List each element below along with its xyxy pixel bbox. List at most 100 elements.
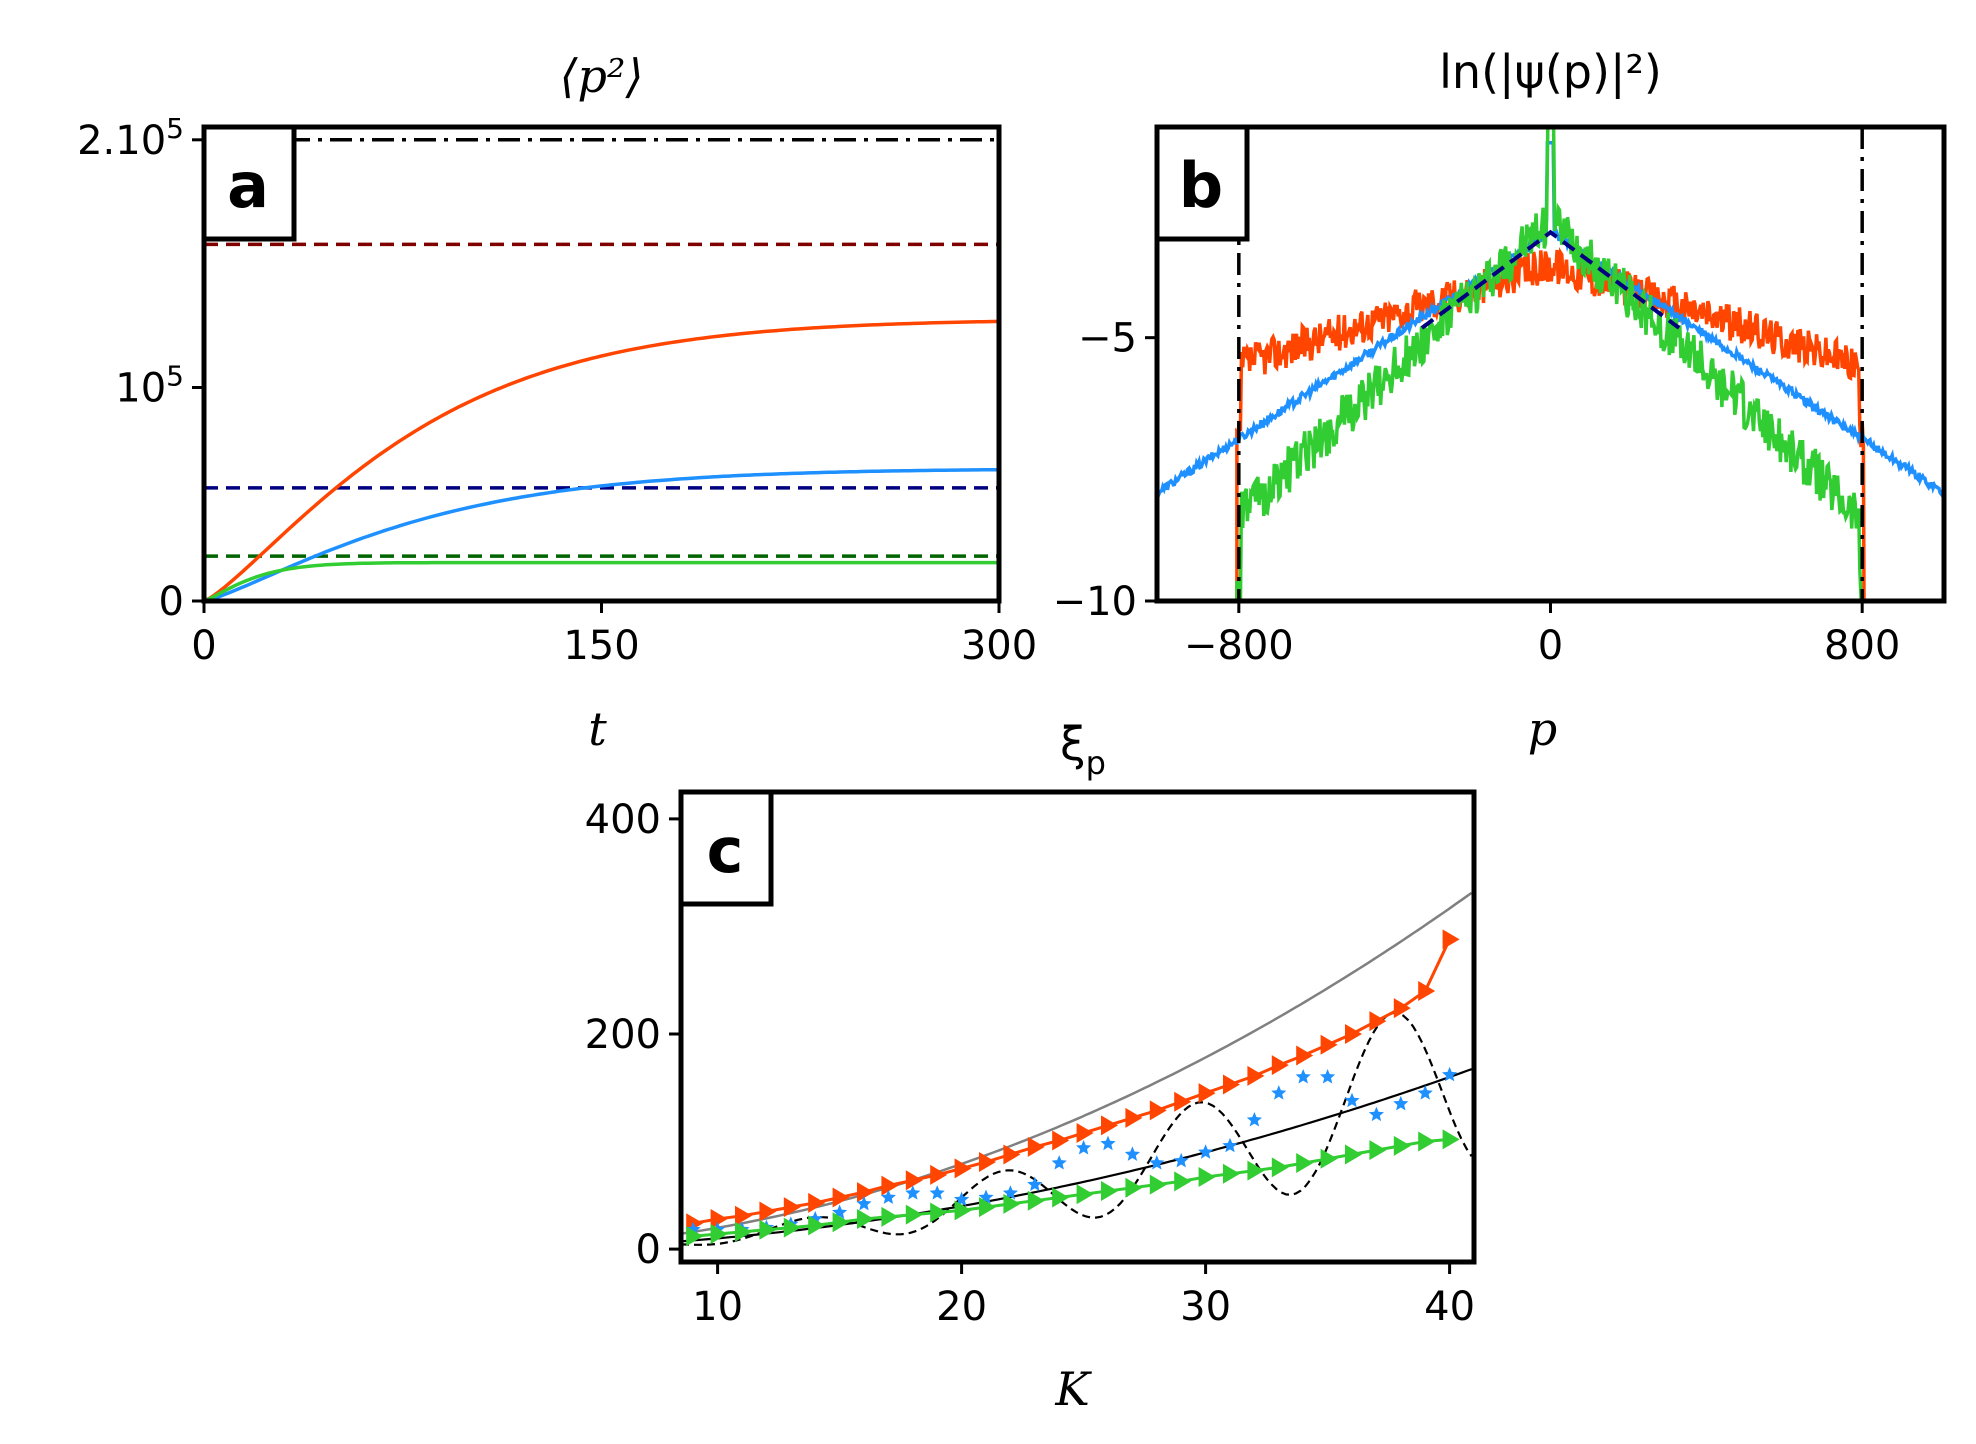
data-point-blue: [1295, 1069, 1311, 1084]
chart-title-subscript: p: [1086, 744, 1106, 782]
chart-title: ξp: [1060, 717, 1106, 782]
data-point-green: [954, 1200, 972, 1221]
data-point-orange: [710, 1208, 728, 1229]
data-point-green: [1149, 1174, 1167, 1195]
data-point-blue: [1417, 1085, 1433, 1100]
x-tick-label: 800: [1824, 623, 1900, 669]
y-tick-label: 2.105: [77, 112, 184, 164]
x-tick-label: 20: [936, 1284, 987, 1330]
panel-label: a: [227, 149, 269, 222]
data-point-orange: [1149, 1100, 1167, 1121]
x-axis-label: K: [1054, 1362, 1092, 1416]
data-point-orange: [832, 1187, 850, 1208]
data-point-green: [881, 1206, 899, 1227]
data-point-green: [1052, 1187, 1070, 1208]
data-point-blue: [1198, 1144, 1214, 1159]
data-point-green: [979, 1197, 996, 1218]
y-tick-label: 200: [585, 1012, 661, 1058]
x-tick-label: 30: [1180, 1284, 1231, 1330]
data-point-orange: [1027, 1136, 1045, 1157]
data-point-blue: [1173, 1152, 1189, 1168]
y-tick-exponent: 5: [166, 359, 184, 392]
data-point-green: [735, 1221, 752, 1242]
data-point-blue: [905, 1185, 921, 1200]
data-point-blue: [1100, 1135, 1116, 1151]
data-point-green: [1223, 1163, 1240, 1184]
panel-b: b −800 0 800 −5 −10 ln(|ψ(p)|²) p: [1053, 45, 1947, 756]
data-point-green: [1442, 1129, 1460, 1150]
panel-label-box: [201, 124, 297, 242]
data-point-orange: [1052, 1130, 1070, 1151]
data-point-blue: [880, 1189, 896, 1204]
data-point-green: [930, 1202, 948, 1223]
data-point-green: [857, 1208, 874, 1229]
x-tick-label: −800: [1184, 623, 1294, 669]
data-point-green: [1198, 1167, 1216, 1188]
y-tick-label: 0: [159, 579, 184, 625]
data-point-green: [1393, 1135, 1411, 1156]
data-point-green: [832, 1212, 850, 1233]
data-point-orange: [1101, 1115, 1118, 1136]
series-blue: [204, 467, 999, 601]
data-point-green: [1320, 1148, 1338, 1169]
data-point-blue: [1442, 1066, 1458, 1082]
data-point-blue: [1149, 1155, 1165, 1170]
data-point-blue: [856, 1195, 872, 1211]
data-point-orange: [1345, 1023, 1362, 1044]
data-point-blue: [1051, 1155, 1067, 1170]
data-point-blue: [1368, 1106, 1384, 1122]
series-fit: [1420, 229, 1681, 330]
data-point-green: [1247, 1160, 1265, 1181]
data-point-orange: [1003, 1144, 1021, 1165]
series-blue: [1157, 141, 1944, 502]
data-point-green: [1296, 1153, 1314, 1174]
data-point-orange: [759, 1201, 777, 1222]
series-orange: [1235, 246, 1866, 601]
data-point-green: [1076, 1184, 1094, 1205]
data-point-green: [1369, 1140, 1387, 1161]
data-point-green: [1271, 1157, 1289, 1178]
data-point-green: [1345, 1144, 1362, 1165]
data-point-blue: [1320, 1069, 1336, 1084]
y-tick-exponent: 5: [166, 112, 184, 145]
data-point-orange: [1296, 1045, 1314, 1066]
data-point-green: [759, 1219, 777, 1240]
chart-title: ln(|ψ(p)|²): [1439, 45, 1662, 100]
chart-title: ⟨p²⟩: [560, 49, 644, 103]
axes-frame: [678, 789, 1477, 1265]
plot-area: [204, 138, 999, 601]
data-point-green: [1174, 1171, 1192, 1192]
series-orange: [204, 319, 999, 601]
data-point-blue: [1393, 1095, 1409, 1111]
y-tick-label: −10: [1053, 579, 1137, 625]
panel-a: a 0 150 300 0 105 2.105 ⟨p²⟩ t: [77, 49, 1037, 756]
data-point-orange: [905, 1170, 923, 1191]
data-point-green: [1027, 1190, 1045, 1211]
data-point-orange: [881, 1175, 899, 1196]
x-axis-label: t: [588, 702, 607, 756]
data-point-orange: [1320, 1034, 1338, 1055]
data-point-green: [1418, 1131, 1436, 1152]
data-point-green: [1101, 1181, 1118, 1202]
data-point-orange: [1418, 980, 1436, 1001]
panel-label: c: [707, 814, 744, 887]
data-point-orange: [1223, 1074, 1240, 1095]
x-tick-label: 300: [961, 623, 1037, 669]
series-green-line: [693, 1137, 1450, 1238]
data-point-green: [808, 1215, 826, 1236]
data-point-orange: [1198, 1083, 1216, 1104]
data-point-blue: [929, 1185, 945, 1200]
data-point-green: [783, 1217, 801, 1238]
data-point-orange: [979, 1151, 996, 1172]
data-point-blue: [1246, 1112, 1262, 1127]
data-point-blue: [1027, 1176, 1043, 1191]
y-tick-label: 105: [115, 359, 184, 411]
data-point-orange: [1076, 1122, 1094, 1143]
x-axis-label: p: [1528, 702, 1557, 756]
data-point-green: [905, 1204, 923, 1225]
data-point-green: [710, 1224, 728, 1245]
data-point-orange: [783, 1197, 801, 1218]
data-point-orange: [954, 1158, 972, 1179]
axes-frame: [201, 124, 1002, 604]
